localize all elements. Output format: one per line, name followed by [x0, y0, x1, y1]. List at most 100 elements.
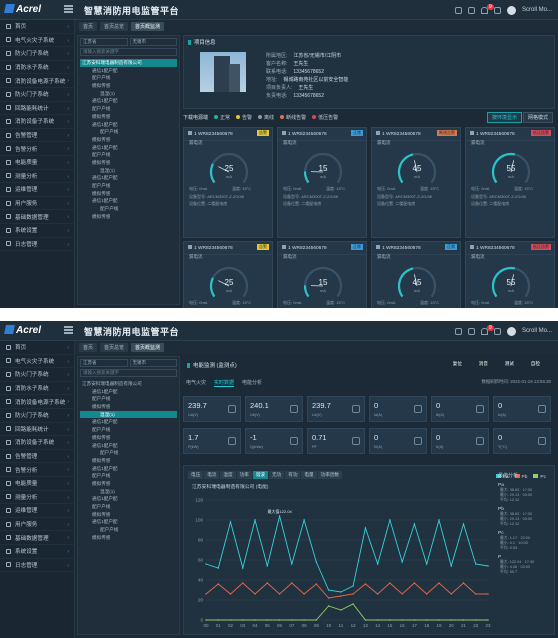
sidebar-item[interactable]: 首页 ›	[0, 341, 74, 355]
tree-node[interactable]: 温湿(1)	[80, 410, 177, 419]
tree-node[interactable]: 模拟传感	[92, 511, 111, 517]
view-mode-active-button[interactable]: 按环境显示	[487, 112, 523, 123]
tree-node[interactable]: 温湿(1)	[100, 488, 115, 494]
grid-mode-button[interactable]: 网格模式	[523, 112, 554, 123]
settings-icon[interactable]	[467, 327, 475, 335]
fullscreen-icon[interactable]	[454, 6, 462, 14]
chart-tab[interactable]: 电压	[188, 471, 204, 479]
silence-button[interactable]: 消音	[478, 361, 488, 366]
sidebar-item[interactable]: 消防水子系统 ›	[0, 382, 74, 396]
sidebar-item[interactable]: 消防设备电源子系统 ›	[0, 74, 74, 88]
sidebar-item[interactable]: 系统设置 ›	[0, 224, 74, 238]
tree-node[interactable]: 温湿(1)	[100, 167, 115, 173]
sidebar-item[interactable]: 测量分析 ›	[0, 491, 74, 505]
tree-node[interactable]: 江苏安科瑞电器制造有限公司	[82, 381, 142, 386]
settings-icon[interactable]	[467, 6, 475, 14]
subtab-fire[interactable]: 电气火灾	[186, 380, 207, 386]
sidebar-item[interactable]: 防火门子系统 ›	[0, 88, 74, 102]
tab-overview[interactable]: 首页总览	[100, 343, 129, 352]
province-select[interactable]: 江苏省	[80, 38, 128, 46]
user-name[interactable]: Scroll Mo...	[521, 7, 552, 13]
sidebar-item[interactable]: 基础数据管理 ›	[0, 531, 74, 545]
tree-node[interactable]: 配户户线	[92, 152, 111, 158]
avatar[interactable]	[506, 5, 516, 15]
chart-tab[interactable]: 温度	[220, 471, 236, 479]
city-select[interactable]: 无锡市	[129, 38, 177, 46]
tree-node[interactable]: 模拟传感	[92, 190, 111, 196]
tree-node[interactable]: 通信1配户配	[92, 496, 118, 502]
tree-node[interactable]: 配户户线	[100, 129, 119, 135]
tree-search-input[interactable]: 请输入搜索关键字	[80, 369, 177, 377]
sidebar-item[interactable]: 告警管理 ›	[0, 450, 74, 464]
tree-node[interactable]: 模拟传感	[92, 404, 111, 410]
province-select[interactable]: 江苏省	[80, 359, 128, 367]
tab-monitor[interactable]: 首页概监测	[131, 343, 165, 352]
sidebar-item[interactable]: 用户服务 ›	[0, 518, 74, 532]
tree-node[interactable]: 模拟传感	[92, 113, 111, 119]
sidebar-item[interactable]: 测量分析 ›	[0, 170, 74, 184]
reset-button[interactable]: 复位	[452, 361, 462, 366]
sidebar-item[interactable]: 日志管理 ›	[0, 238, 74, 252]
device-card[interactable]: 1 WR8234560678 正常 漏电流 15 mA 电压: 0mA 温度: 15°C	[277, 241, 367, 308]
tree-node[interactable]: 模拟传感	[92, 434, 111, 440]
bell-icon[interactable]: 9	[480, 3, 494, 14]
sidebar-item[interactable]: 电能质量 ›	[0, 156, 74, 170]
avatar[interactable]	[506, 326, 516, 336]
tree-node[interactable]: 通信1配户配	[92, 121, 118, 127]
tree-node[interactable]: 配户户线	[92, 473, 111, 479]
device-card[interactable]: 1 WR8234560678 告警 漏电流 25 mA 电压: 0mA 温度: 15°C 设备…	[183, 127, 273, 238]
tree-node[interactable]: 模拟传感	[92, 534, 111, 540]
tree-node[interactable]: 通信1配户配	[92, 442, 118, 448]
tree-node[interactable]: 配户户线	[92, 75, 111, 81]
subtab-analysis[interactable]: 电能分析	[242, 380, 263, 386]
tree-node[interactable]: 温湿(1)	[100, 90, 115, 96]
tree-node[interactable]: 配户户线	[100, 206, 119, 212]
city-select[interactable]: 无锡市	[129, 359, 177, 367]
sidebar-item[interactable]: 电气火灾子系统 ›	[0, 34, 74, 48]
tree-node[interactable]: 通信1配户配	[92, 98, 118, 104]
tree-node[interactable]: 模拟传感	[92, 136, 111, 142]
tree-node[interactable]: 通信1配户配	[92, 465, 118, 471]
tree-node[interactable]: 通信1配户配	[92, 198, 118, 204]
chart-tab[interactable]: 电流	[204, 471, 220, 479]
sidebar-item[interactable]: 日志管理 ›	[0, 559, 74, 573]
tree-node[interactable]: 通信1配户配	[92, 144, 118, 150]
sidebar-item[interactable]: 防火门子系统 ›	[0, 47, 74, 61]
chart-tab[interactable]: 功率	[236, 471, 252, 479]
chart-tab[interactable]: 电量	[301, 471, 317, 479]
sidebar-item[interactable]: 首页 ›	[0, 20, 74, 34]
device-card[interactable]: 1 WR8234560678 正常 漏电流 15 mA 电压: 0mA 温度: 15°C 设备…	[277, 127, 367, 238]
tree-node[interactable]: 配户户线	[92, 427, 111, 433]
tree-node[interactable]: 模拟传感	[92, 159, 111, 165]
tree-node[interactable]: 通信1配户配	[92, 419, 118, 425]
tab-home[interactable]: 首页	[79, 343, 98, 352]
sidebar-item[interactable]: 防火门子系统 ›	[0, 368, 74, 382]
tree-node[interactable]: 江苏安科瑞电器制造有限公司	[80, 59, 177, 67]
chart-tab[interactable]: 谐波	[252, 471, 269, 479]
sidebar-item[interactable]: 消防设备子系统 ›	[0, 115, 74, 129]
sidebar-item[interactable]: 电气火灾子系统 ›	[0, 355, 74, 369]
device-card[interactable]: 1 WR8234560678 断线告警 漏电流 45 mA 电压: 0mA 温度: 15°C…	[371, 127, 461, 238]
tab-overview[interactable]: 首页总览	[100, 22, 129, 31]
selfcheck-button[interactable]: 自检	[530, 361, 540, 366]
sidebar-item[interactable]: 防火门子系统 ›	[0, 409, 74, 423]
menu-toggle-icon[interactable]	[64, 326, 73, 334]
tree-search-input[interactable]: 请输入搜索关键字	[80, 48, 177, 56]
sidebar-item[interactable]: 告警分析 ›	[0, 142, 74, 156]
chart-tab[interactable]: 功率因数	[317, 471, 343, 479]
tree-node[interactable]: 配户户线	[92, 183, 111, 188]
subtab-realtime[interactable]: 实时数据	[214, 380, 235, 387]
sidebar-item[interactable]: 告警管理 ›	[0, 129, 74, 143]
device-card[interactable]: 1 WR8234560678 正常 漏电流 45 mA 电压: 0mA 温度: 15°C	[371, 241, 461, 308]
sidebar-item[interactable]: 用户服务 ›	[0, 197, 74, 211]
sidebar-item[interactable]: 运维管理 ›	[0, 183, 74, 197]
tree-node[interactable]: 配户户线	[100, 527, 119, 533]
sidebar-item[interactable]: 基础数据管理 ›	[0, 210, 74, 224]
sidebar-item[interactable]: 回路能耗统计 ›	[0, 102, 74, 116]
fullscreen-icon[interactable]	[454, 327, 462, 335]
sidebar-item[interactable]: 消防设备电源子系统 ›	[0, 395, 74, 409]
sidebar-item[interactable]: 消防设备子系统 ›	[0, 436, 74, 450]
sidebar-item[interactable]: 消防水子系统 ›	[0, 61, 74, 75]
chart-tab[interactable]: 有功	[285, 471, 301, 479]
tree-node[interactable]: 配户户线	[92, 106, 111, 112]
